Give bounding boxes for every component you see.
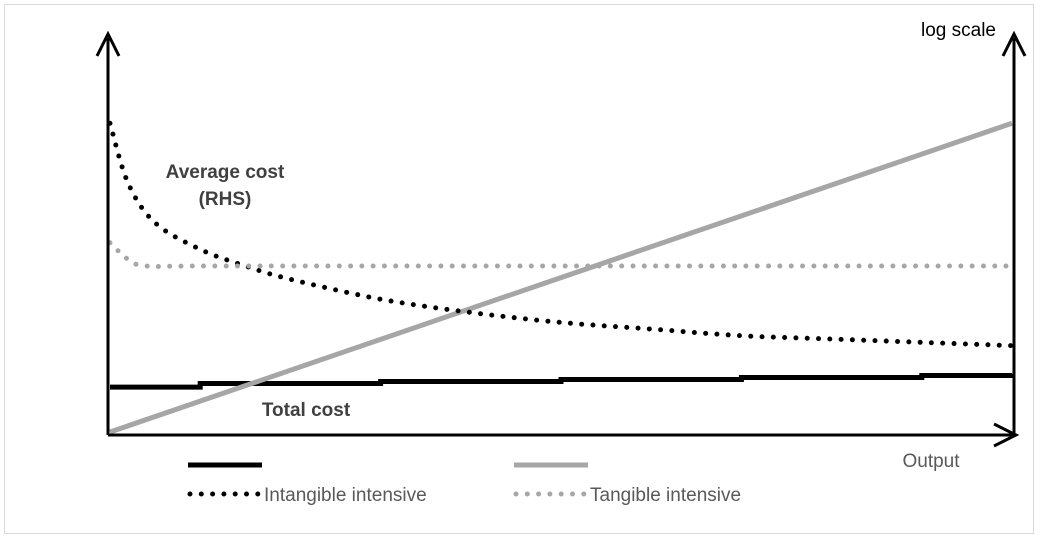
x-axis-label: Output <box>902 451 960 472</box>
log-scale-note: log scale <box>921 20 996 41</box>
average-cost-label: Average cost <box>166 162 285 183</box>
x-axis-arrow <box>993 422 1020 448</box>
y-axis-right-arrow <box>1001 30 1027 57</box>
tangible-average-cost-line <box>108 240 1015 269</box>
tangible-total-cost-line <box>109 120 1013 435</box>
chart-frame <box>4 4 1034 534</box>
series-layer <box>108 120 1015 435</box>
legend: Intangible intensive Tangible intensive <box>187 462 741 506</box>
legend-label-intangible: Intangible intensive <box>264 485 427 506</box>
legend-label-tangible: Tangible intensive <box>590 485 741 506</box>
average-cost-label-rhs: (RHS) <box>199 189 252 210</box>
y-axis-left-arrow <box>95 30 121 57</box>
intangible-average-cost-line <box>108 120 1015 349</box>
total-cost-label: Total cost <box>262 400 351 421</box>
intangible-total-cost-line <box>110 373 1015 390</box>
